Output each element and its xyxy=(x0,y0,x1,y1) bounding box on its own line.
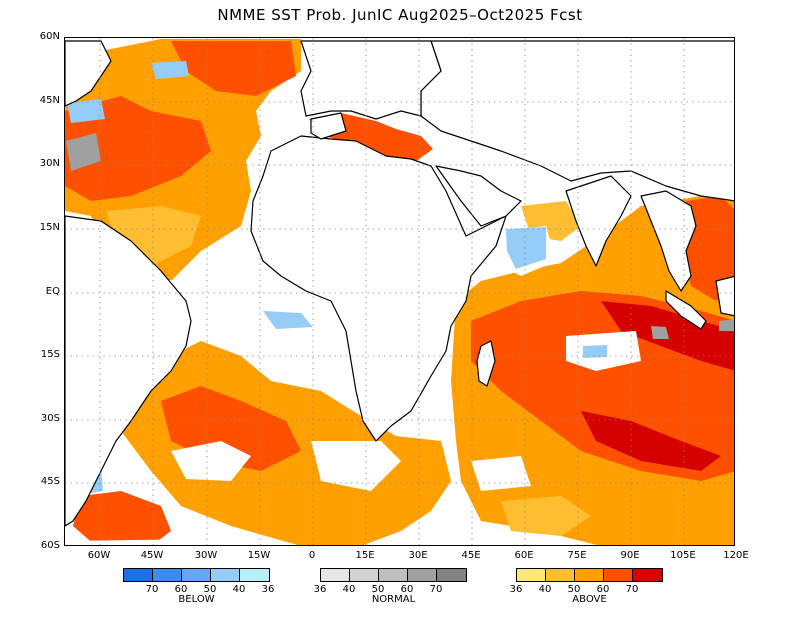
legend-above-swatch-3 xyxy=(575,569,604,581)
below-field-equatorial-atlantic xyxy=(263,311,313,329)
above-field-southern-indian-core xyxy=(581,411,721,471)
legend-below-swatch-3 xyxy=(182,569,211,581)
land-madagascar xyxy=(476,340,496,387)
legend-normal-title: NORMAL xyxy=(371,594,416,605)
legend-normal-ticks: 36 40 50 60 70 xyxy=(314,582,467,596)
legend-normal-swatch-1 xyxy=(321,569,350,581)
legend-above-swatch-5 xyxy=(633,569,662,581)
land-sumatra xyxy=(665,290,707,330)
lon-label-60w: 60W xyxy=(87,550,111,561)
sst-probability-map xyxy=(65,38,734,545)
legend-above: 36 40 50 60 70 ABOVE xyxy=(510,568,663,605)
land-arabia xyxy=(435,165,522,227)
land-india xyxy=(565,175,632,267)
legend-above-ticks: 36 40 50 60 70 xyxy=(510,582,663,596)
legend-below-tick: 36 xyxy=(261,584,275,595)
normal-field-java-sea xyxy=(719,319,734,331)
below-field-labrador xyxy=(67,99,105,123)
no-signal-southern-ocean-west xyxy=(65,539,201,545)
land-borneo xyxy=(715,275,734,317)
map-panel xyxy=(64,37,735,546)
legend-above-swatch-4 xyxy=(604,569,633,581)
legend-normal-swatch-3 xyxy=(379,569,408,581)
lat-label-45s: 45S xyxy=(40,476,60,487)
legend-above-swatch-1 xyxy=(517,569,546,581)
legend-below-tick: 40 xyxy=(232,584,246,595)
legend-below: 70 60 50 40 36 BELOW xyxy=(123,568,275,605)
lon-label-0: 0 xyxy=(308,550,316,561)
legend-normal-tick: 70 xyxy=(429,584,443,595)
lon-label-60e: 60E xyxy=(514,550,534,561)
lat-label-60n: 60N xyxy=(39,31,60,42)
map-title: NMME SST Prob. JunIC Aug2025–Oct2025 Fcs… xyxy=(217,6,583,24)
legend-normal-swatch-4 xyxy=(408,569,437,581)
lat-label-30s: 30S xyxy=(40,413,60,424)
legend-below-swatch-5 xyxy=(240,569,269,581)
legend-above-tick: 50 xyxy=(567,584,581,595)
legend-below-tick: 60 xyxy=(174,584,188,595)
lon-label-105e: 105E xyxy=(670,550,696,561)
lon-label-75e: 75E xyxy=(567,550,587,561)
above-field-north-atlantic-core xyxy=(171,41,296,96)
legend-below-swatch-1 xyxy=(124,569,153,581)
graticule xyxy=(65,38,734,545)
normal-fields xyxy=(66,133,734,339)
land-iberia xyxy=(310,112,347,140)
land-north-america xyxy=(65,40,112,107)
lon-label-120e: 120E xyxy=(723,550,749,561)
legend-below-tick: 50 xyxy=(203,584,217,595)
lon-label-30w: 30W xyxy=(194,550,218,561)
legend-normal-tick: 60 xyxy=(400,584,414,595)
lat-label-eq: EQ xyxy=(45,286,60,297)
legend-below-swatch-4 xyxy=(211,569,240,581)
lon-label-45e: 45E xyxy=(461,550,481,561)
legend-above-tick: 40 xyxy=(538,584,552,595)
land-europe xyxy=(300,40,442,120)
lon-label-45w: 45W xyxy=(140,550,164,561)
lon-label-15e: 15E xyxy=(355,550,375,561)
legend-below-tick: 70 xyxy=(145,584,159,595)
lat-label-30n: 30N xyxy=(39,158,60,169)
legend-normal-swatch-2 xyxy=(350,569,379,581)
coastlines xyxy=(65,40,734,527)
no-signal-south-atlantic-east xyxy=(311,441,401,491)
legend-above-tick: 70 xyxy=(625,584,639,595)
land-south-america xyxy=(65,215,192,527)
legend-above-swatch-2 xyxy=(546,569,575,581)
land-southeast-asia xyxy=(640,190,697,292)
legend-normal-colorbar xyxy=(320,568,467,582)
legend-normal: 36 40 50 60 70 NORMAL xyxy=(314,568,467,605)
legend-below-colorbar xyxy=(123,568,270,582)
legend-below-ticks: 70 60 50 40 36 xyxy=(123,582,275,596)
legend-above-colorbar xyxy=(516,568,663,582)
lat-label-45n: 45N xyxy=(39,95,60,106)
legend-normal-tick: 36 xyxy=(313,584,327,595)
land-africa xyxy=(250,135,507,442)
normal-field-indonesia xyxy=(651,326,669,339)
lat-label-60s: 60S xyxy=(40,540,60,551)
below-field-north-atlantic xyxy=(151,61,189,79)
lat-label-15n: 15N xyxy=(39,222,60,233)
no-signal-indian-southwest xyxy=(471,456,531,491)
legend-below-title: BELOW xyxy=(178,594,215,605)
lon-label-15w: 15W xyxy=(247,550,271,561)
no-signal-south-atlantic-patch xyxy=(171,441,251,481)
lon-label-90e: 90E xyxy=(620,550,640,561)
above-field-north-atlantic-strong xyxy=(65,96,211,201)
below-field-indian-ocean xyxy=(583,345,607,358)
lon-label-30e: 30E xyxy=(408,550,428,561)
legend-normal-tick: 50 xyxy=(371,584,385,595)
normal-field-gulf-of-mexico xyxy=(66,133,101,171)
legend-above-title: ABOVE xyxy=(572,594,607,605)
above-field-south-american-shelf xyxy=(73,491,171,545)
above-field-light-patch-south xyxy=(501,496,591,536)
legend-above-tick: 36 xyxy=(509,584,523,595)
legend-normal-tick: 40 xyxy=(342,584,356,595)
legend-below-swatch-2 xyxy=(153,569,182,581)
legend-above-tick: 60 xyxy=(596,584,610,595)
lat-label-15s: 15S xyxy=(40,349,60,360)
below-field-arabian-sea xyxy=(506,227,546,269)
legend-normal-swatch-5 xyxy=(437,569,466,581)
below-normal-fields xyxy=(67,61,607,493)
